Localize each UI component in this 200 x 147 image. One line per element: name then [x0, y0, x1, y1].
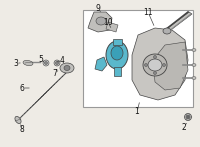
Ellipse shape — [192, 64, 196, 66]
Ellipse shape — [56, 61, 59, 65]
Ellipse shape — [144, 64, 148, 66]
Ellipse shape — [192, 76, 196, 80]
Ellipse shape — [96, 17, 106, 25]
Ellipse shape — [154, 71, 156, 75]
Text: 9: 9 — [96, 4, 100, 12]
Text: 6: 6 — [20, 83, 24, 92]
FancyBboxPatch shape — [113, 39, 122, 45]
Ellipse shape — [106, 41, 128, 69]
Text: 11: 11 — [143, 7, 153, 16]
Ellipse shape — [186, 115, 190, 119]
Polygon shape — [153, 42, 188, 90]
Ellipse shape — [192, 49, 196, 51]
Ellipse shape — [43, 60, 49, 66]
Ellipse shape — [60, 63, 74, 73]
Polygon shape — [106, 22, 118, 32]
Ellipse shape — [154, 56, 156, 59]
Text: 1: 1 — [135, 107, 139, 117]
Ellipse shape — [184, 113, 192, 121]
Polygon shape — [17, 69, 70, 121]
Ellipse shape — [162, 64, 166, 66]
Text: 10: 10 — [103, 17, 113, 26]
Text: 3: 3 — [14, 59, 18, 67]
FancyBboxPatch shape — [83, 10, 193, 107]
Ellipse shape — [148, 59, 162, 71]
Ellipse shape — [45, 61, 48, 65]
Polygon shape — [95, 57, 107, 71]
Polygon shape — [165, 12, 192, 32]
Ellipse shape — [15, 116, 21, 124]
Polygon shape — [88, 12, 112, 32]
Polygon shape — [132, 28, 188, 100]
Text: 7: 7 — [53, 69, 57, 77]
Ellipse shape — [163, 28, 171, 34]
Ellipse shape — [111, 46, 123, 60]
FancyBboxPatch shape — [114, 66, 120, 76]
Text: 5: 5 — [39, 55, 43, 64]
Text: 8: 8 — [20, 126, 24, 135]
Ellipse shape — [143, 54, 167, 76]
Ellipse shape — [54, 60, 60, 66]
Text: 2: 2 — [182, 122, 186, 132]
Text: 4: 4 — [60, 56, 64, 65]
Ellipse shape — [64, 66, 70, 71]
Ellipse shape — [23, 60, 33, 66]
